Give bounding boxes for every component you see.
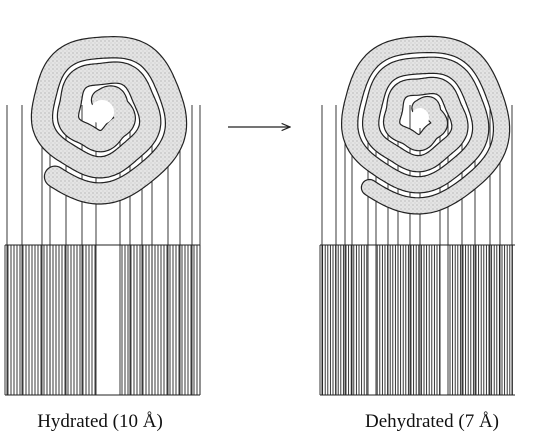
drawing (4, 35, 515, 396)
right-label: Dehydrated (7 Å) (365, 411, 499, 432)
spiral-band (32, 37, 186, 204)
spiral-band (342, 37, 509, 214)
core (90, 100, 114, 124)
left-label: Hydrated (10 Å) (37, 411, 163, 432)
core (411, 108, 429, 128)
